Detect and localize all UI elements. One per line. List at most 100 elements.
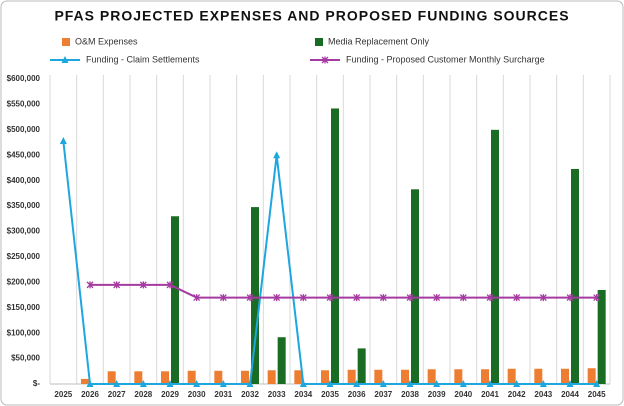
line-marker: [86, 281, 94, 289]
y-tick-label: $500,000: [7, 125, 41, 134]
line-marker: [566, 380, 574, 387]
line-marker: [193, 294, 201, 302]
bar: [161, 371, 169, 384]
x-tick-label: 2025: [54, 390, 72, 399]
bar: [491, 129, 499, 384]
line-marker: [406, 380, 414, 387]
line-marker: [539, 294, 547, 302]
y-tick-label: $100,000: [7, 328, 41, 337]
legend-label: Funding - Proposed Customer Monthly Surc…: [346, 54, 545, 64]
line-marker: [593, 294, 601, 302]
line-marker: [139, 281, 147, 289]
bar: [251, 207, 259, 384]
bar: [294, 370, 303, 384]
y-tick-label: $400,000: [7, 176, 41, 185]
bar: [214, 370, 223, 384]
y-tick-label: $550,000: [7, 100, 41, 109]
line-marker: [379, 294, 387, 302]
y-tick-label: $50,000: [11, 354, 40, 363]
x-tick-label: 2032: [241, 390, 259, 399]
line-marker: [566, 294, 574, 302]
bar: [587, 368, 596, 384]
x-tick-label: 2037: [374, 390, 392, 399]
legend-label: Funding - Claim Settlements: [86, 54, 200, 64]
y-tick-label: $-: [33, 379, 40, 388]
line-marker: [459, 380, 467, 387]
x-tick-label: 2031: [214, 390, 232, 399]
bar: [81, 378, 89, 384]
x-tick-label: 2045: [588, 390, 606, 399]
line-marker: [326, 380, 334, 387]
line-marker: [166, 281, 174, 289]
legend-swatch: [315, 38, 323, 46]
bar: [107, 371, 116, 384]
line-marker: [353, 294, 361, 302]
bar: [241, 370, 249, 384]
legend-marker: [321, 56, 329, 64]
line-marker: [406, 294, 414, 302]
x-tick-label: 2034: [294, 390, 312, 399]
bar: [481, 369, 489, 384]
bar: [374, 369, 383, 384]
bar: [571, 168, 579, 384]
bar: [507, 368, 516, 384]
bar: [277, 337, 286, 384]
line-marker: [273, 294, 281, 302]
line-marker: [59, 137, 67, 145]
x-tick-label: 2029: [161, 390, 179, 399]
x-tick-label: 2028: [134, 390, 152, 399]
line-marker: [273, 151, 281, 159]
x-tick-label: 2044: [561, 390, 579, 399]
x-tick-label: 2033: [268, 390, 286, 399]
line-marker: [486, 294, 494, 302]
legend-swatch: [62, 38, 70, 46]
line-marker: [539, 380, 547, 387]
line-marker: [459, 294, 467, 302]
line-marker: [379, 380, 387, 387]
bar: [561, 368, 569, 384]
line-marker: [513, 294, 521, 302]
line-marker: [299, 380, 307, 387]
bar: [267, 370, 276, 384]
y-tick-label: $150,000: [7, 303, 41, 312]
line-marker: [86, 380, 94, 387]
bar: [171, 216, 179, 384]
legend-label: Media Replacement Only: [328, 36, 430, 46]
legend-marker: [61, 56, 69, 63]
line-marker: [113, 380, 121, 387]
line-marker: [299, 294, 307, 302]
bar: [357, 348, 366, 384]
y-tick-label: $450,000: [7, 150, 41, 159]
bar: [427, 369, 436, 384]
bar: [331, 108, 339, 384]
bar: [534, 368, 543, 384]
x-tick-label: 2036: [348, 390, 366, 399]
line-marker: [246, 294, 254, 302]
line-marker: [166, 380, 174, 387]
x-tick-label: 2030: [188, 390, 206, 399]
line-marker: [193, 380, 201, 387]
line-marker: [326, 294, 334, 302]
y-tick-label: $600,000: [7, 74, 41, 83]
x-tick-label: 2035: [321, 390, 339, 399]
bar: [401, 369, 409, 384]
x-tick-label: 2026: [81, 390, 99, 399]
line-marker: [246, 380, 254, 387]
line-marker: [113, 281, 121, 289]
line-marker: [593, 380, 601, 387]
line-marker: [486, 380, 494, 387]
line-marker: [433, 380, 441, 387]
bar: [347, 369, 356, 384]
line-marker: [433, 294, 441, 302]
x-tick-label: 2040: [454, 390, 472, 399]
x-tick-label: 2041: [481, 390, 499, 399]
bar: [321, 370, 329, 384]
x-tick-label: 2039: [428, 390, 446, 399]
bar: [187, 370, 196, 384]
line-marker: [353, 380, 361, 387]
x-tick-label: 2027: [108, 390, 126, 399]
bar: [411, 189, 419, 384]
y-tick-label: $200,000: [7, 277, 41, 286]
